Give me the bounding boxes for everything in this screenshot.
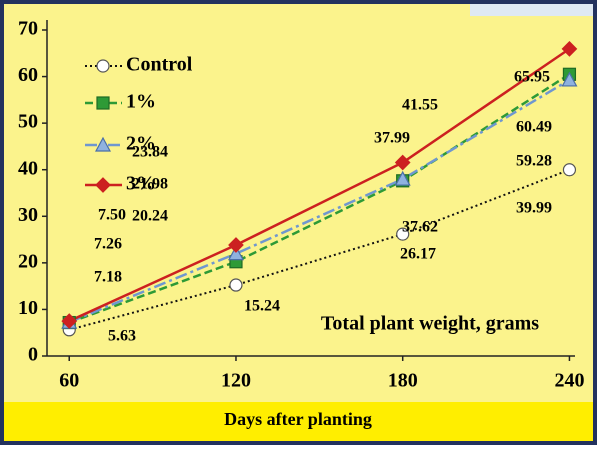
data-label: 23.84 [132,144,168,161]
data-point [396,227,410,241]
x-tick-label: 180 [388,370,418,392]
data-label: 7.26 [94,236,122,253]
y-tick-label: 70 [18,18,38,40]
data-point [229,278,243,292]
data-point [561,71,578,87]
data-point [394,154,411,171]
data-label: 15.24 [244,298,280,315]
legend-label: 1% [126,91,156,113]
data-label: 39.99 [516,200,552,217]
data-point [61,313,78,329]
data-label: 5.63 [108,328,136,345]
x-tick-label: 120 [221,370,251,392]
data-label: 7.50 [98,207,126,224]
y-tick-label: 40 [18,157,38,179]
data-label: 37.99 [374,130,410,147]
y-tick-label: 60 [18,64,38,86]
y-tick-label: 20 [18,250,38,272]
data-point [227,245,244,261]
data-label: 65.95 [514,69,550,86]
data-label: 59.28 [516,153,552,170]
legend-marker [94,136,112,152]
data-point [228,237,244,253]
series-line [68,168,570,331]
y-tick-label: 0 [28,344,38,366]
y-tick-label: 50 [18,111,38,133]
x-axis-label: Days after planting [224,409,372,429]
x-tick-label: 60 [59,370,79,392]
series-line [68,47,571,323]
background [4,4,593,441]
data-label: 20.24 [132,208,168,225]
data-label: 26.17 [400,246,436,263]
legend-marker [95,177,111,193]
series-line [68,78,571,324]
annotation: Total plant weight, grams [321,313,539,335]
corner-strip [470,4,593,16]
data-label: 41.55 [402,97,438,114]
data-label: 37.62 [402,219,438,236]
xlabel-band [4,402,593,441]
data-point [394,170,411,186]
data-label: 7.18 [94,269,122,286]
legend-label: Control [126,54,193,76]
y-tick-label: 10 [18,297,38,319]
data-label: 21.98 [132,176,168,193]
legend-label: 2% [126,133,156,155]
data-label: 60.49 [516,119,552,136]
data-point [561,41,578,57]
series-line [68,73,571,324]
data-point [562,163,577,177]
legend-marker [96,59,110,73]
x-tick-label: 240 [554,370,584,392]
legend-marker [96,96,110,110]
y-tick-label: 30 [18,204,38,226]
legend-label: 3% [126,173,156,195]
